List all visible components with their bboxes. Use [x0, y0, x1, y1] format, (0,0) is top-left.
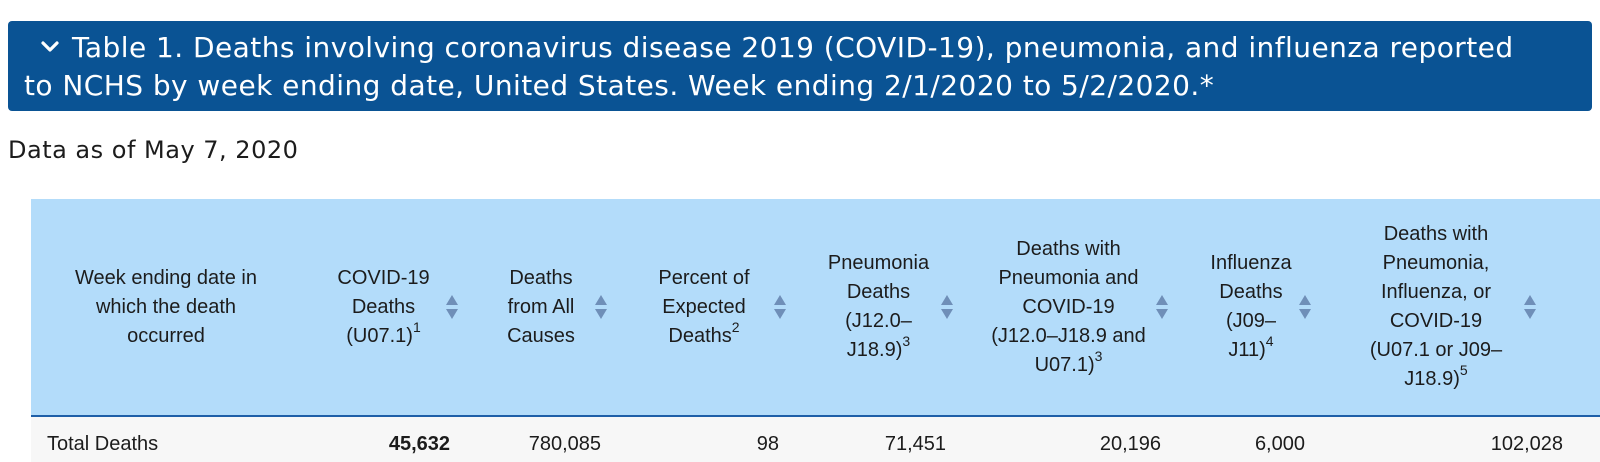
table-title-line-2: to NCHS by week ending date, United Stat…: [24, 69, 1215, 102]
deaths-table: Week ending date in which the death occu…: [31, 199, 1600, 462]
column-header-label: Pneumonia Deaths (J12.0– J18.9)3: [827, 252, 930, 361]
cell-pneumonia-deaths: 71,451: [884, 433, 946, 455]
column-header-week-ending[interactable]: Week ending date in which the death occu…: [51, 199, 281, 415]
column-header-label: COVID-19 Deaths (U07.1)1: [337, 266, 430, 347]
sort-icon[interactable]: [940, 294, 954, 320]
column-header-all-causes[interactable]: Deaths from All Causes: [491, 199, 591, 415]
column-header-label: Influenza Deaths (J09– J11)4: [1210, 252, 1292, 361]
cell-pneumonia-influenza-covid: 102,028: [1490, 433, 1563, 455]
cell-pneumonia-and-covid: 20,196: [1099, 433, 1161, 455]
table-header: Week ending date in which the death occu…: [31, 199, 1600, 417]
table-title-banner[interactable]: Table 1. Deaths involving coronavirus di…: [8, 21, 1592, 111]
chevron-down-icon[interactable]: [38, 35, 62, 59]
column-header-influenza-deaths[interactable]: Influenza Deaths (J09– J11)4: [1191, 199, 1311, 415]
column-header-label: Deaths with Pneumonia, Influenza, or COV…: [1369, 223, 1503, 390]
data-as-of-date: Data as of May 7, 2020: [8, 136, 299, 164]
cell-covid-deaths: 45,632: [388, 433, 450, 455]
column-header-label: Percent of Expected Deaths2: [658, 266, 750, 347]
cell-influenza-deaths: 6,000: [1254, 433, 1305, 455]
column-header-covid-deaths[interactable]: COVID-19 Deaths (U07.1)1: [316, 199, 451, 415]
sort-icon[interactable]: [594, 294, 608, 320]
sort-icon[interactable]: [1155, 294, 1169, 320]
sort-icon[interactable]: [1523, 294, 1537, 320]
column-header-label: Deaths with Pneumonia and COVID-19 (J12.…: [991, 237, 1146, 376]
column-header-label: Deaths from All Causes: [507, 266, 575, 347]
sort-icon[interactable]: [773, 294, 787, 320]
column-header-pneumonia-deaths[interactable]: Pneumonia Deaths (J12.0– J18.9)3: [811, 199, 946, 415]
column-header-pneumonia-influenza-covid[interactable]: Deaths with Pneumonia, Influenza, or COV…: [1351, 199, 1521, 415]
column-header-percent-expected[interactable]: Percent of Expected Deaths2: [639, 199, 769, 415]
cell-week-ending: Total Deaths: [47, 433, 159, 455]
table-title-line-1: Table 1. Deaths involving coronavirus di…: [72, 31, 1514, 64]
table-row: Total Deaths 45,632 780,085 98 71,451 20…: [31, 417, 1600, 462]
cell-percent-expected: 98: [756, 433, 779, 455]
column-header-label: Week ending date in which the death occu…: [75, 266, 257, 347]
cell-all-causes: 780,085: [528, 433, 601, 455]
column-header-pneumonia-and-covid[interactable]: Deaths with Pneumonia and COVID-19 (J12.…: [981, 199, 1156, 415]
sort-icon[interactable]: [445, 294, 459, 320]
sort-icon[interactable]: [1298, 294, 1312, 320]
